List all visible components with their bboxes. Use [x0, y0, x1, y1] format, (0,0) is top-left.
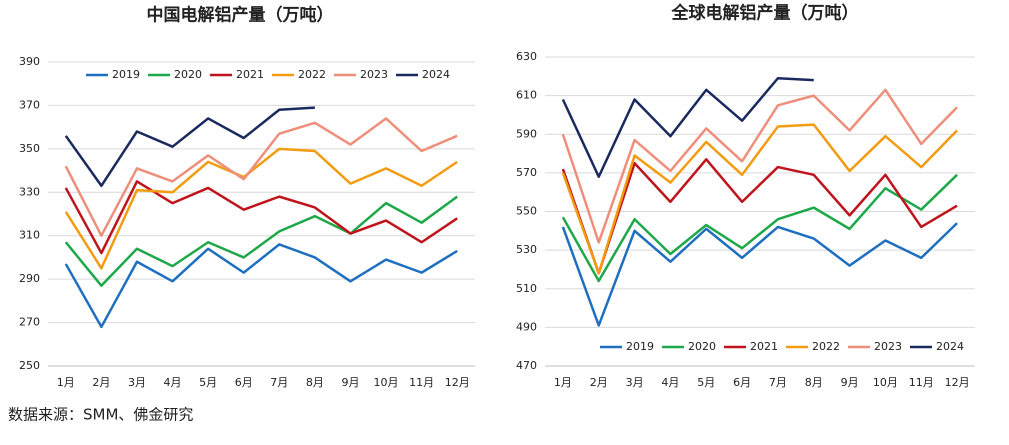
chart-title: 全球电解铝产量（万吨）: [671, 3, 859, 24]
x-tick-label: 7月: [270, 376, 288, 389]
x-tick-label: 2月: [590, 376, 608, 389]
x-tick-label: 12月: [445, 376, 470, 389]
y-tick-label: 570: [516, 166, 537, 179]
x-tick-label: 5月: [697, 376, 715, 389]
series-line: [561, 222, 958, 327]
y-tick-label: 250: [19, 359, 40, 372]
series-line: [561, 158, 958, 275]
legend-label: 2020: [174, 68, 202, 81]
x-tick-label: 3月: [626, 376, 644, 389]
x-tick-label: 8月: [805, 376, 823, 389]
x-tick-label: 4月: [164, 376, 182, 389]
x-tick-label: 5月: [199, 376, 217, 389]
x-tick-label: 8月: [306, 376, 324, 389]
legend-label: 2021: [236, 68, 264, 81]
legend-label: 2022: [812, 340, 840, 353]
y-tick-label: 510: [516, 282, 537, 295]
y-tick-label: 370: [19, 98, 40, 111]
x-tick-label: 12月: [945, 376, 970, 389]
series-line: [561, 173, 958, 283]
series-line: [64, 180, 458, 255]
x-tick-label: 10月: [873, 376, 898, 389]
legend-label: 2023: [874, 340, 902, 353]
y-tick-label: 310: [19, 229, 40, 242]
y-tick-label: 630: [516, 50, 537, 63]
series-line: [561, 76, 814, 178]
legend-label: 2022: [298, 68, 326, 81]
series-line: [64, 195, 458, 287]
y-tick-label: 290: [19, 272, 40, 285]
y-tick-label: 490: [516, 320, 537, 333]
y-tick-label: 350: [19, 142, 40, 155]
y-tick-label: 470: [516, 359, 537, 372]
x-tick-label: 9月: [841, 376, 859, 389]
series-line: [64, 106, 315, 188]
x-tick-label: 6月: [235, 376, 253, 389]
x-tick-label: 1月: [554, 376, 572, 389]
legend-label: 2024: [422, 68, 450, 81]
y-tick-label: 610: [516, 89, 537, 102]
x-tick-label: 11月: [409, 376, 434, 389]
source-note: 数据来源：SMM、佛金研究: [8, 406, 193, 424]
legend-label: 2019: [626, 340, 654, 353]
legend-label: 2021: [750, 340, 778, 353]
series-line: [64, 243, 458, 329]
x-tick-label: 10月: [374, 376, 399, 389]
x-tick-label: 6月: [733, 376, 751, 389]
x-tick-label: 4月: [661, 376, 679, 389]
x-tick-label: 7月: [769, 376, 787, 389]
legend-label: 2024: [936, 340, 964, 353]
y-tick-label: 330: [19, 185, 40, 198]
series-line: [561, 123, 958, 275]
x-tick-label: 9月: [341, 376, 359, 389]
y-tick-label: 550: [516, 205, 537, 218]
y-tick-label: 530: [516, 243, 537, 256]
chart-title: 中国电解铝产量（万吨）: [147, 5, 334, 26]
legend-label: 2019: [112, 68, 140, 81]
series-line: [561, 88, 958, 244]
y-tick-label: 390: [19, 55, 40, 68]
x-tick-label: 1月: [57, 376, 75, 389]
y-tick-label: 590: [516, 127, 537, 140]
x-tick-label: 2月: [92, 376, 110, 389]
y-tick-label: 270: [19, 316, 40, 329]
legend-label: 2020: [688, 340, 716, 353]
series-line: [64, 147, 458, 270]
x-tick-label: 11月: [909, 376, 934, 389]
legend-label: 2023: [360, 68, 388, 81]
x-tick-label: 3月: [128, 376, 146, 389]
series-line: [64, 117, 458, 237]
